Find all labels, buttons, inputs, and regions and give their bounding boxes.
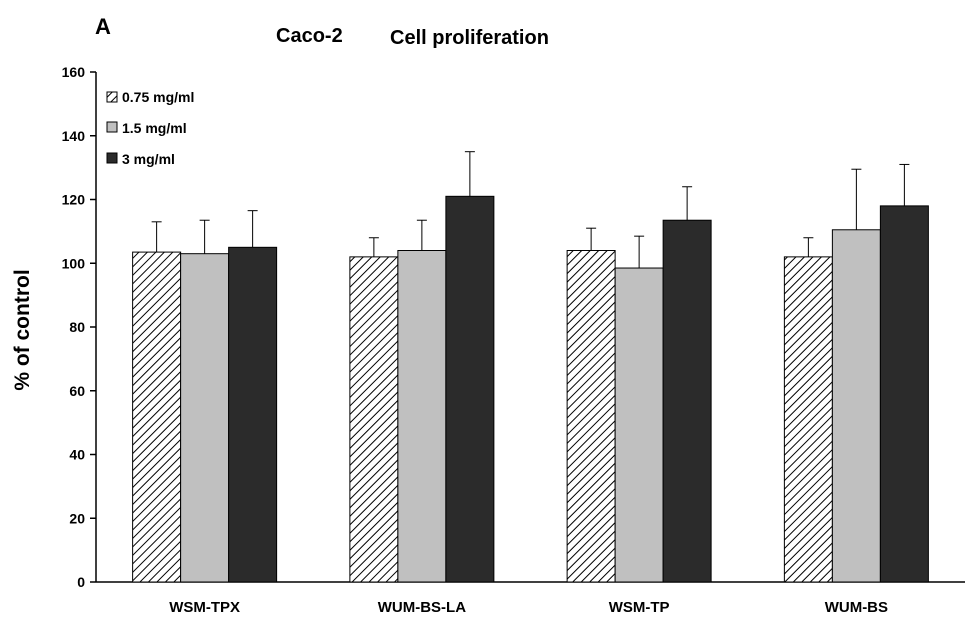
y-tick-label: 40 — [69, 447, 85, 463]
bar-wum-bs-series-1 — [831, 229, 881, 583]
y-tick-label: 0 — [77, 574, 85, 590]
y-tick-label: 120 — [62, 192, 86, 208]
y-tick-label: 60 — [69, 383, 85, 399]
legend-swatch-1 — [106, 121, 118, 133]
chart-title: Cell proliferation — [390, 27, 549, 49]
bar-wsm-tpx-series-2 — [228, 246, 278, 583]
bar-wum-bs-la-series-0 — [349, 256, 399, 583]
bar-wum-bs-la-series-2 — [445, 195, 495, 583]
legend-swatch-2 — [106, 152, 118, 164]
y-tick-label: 160 — [62, 64, 86, 80]
y-tick-label: 20 — [69, 510, 85, 526]
bar-wsm-tpx-series-0 — [132, 251, 182, 583]
x-tick-label: WSM-TP — [609, 599, 670, 616]
bar-wum-bs-series-0 — [783, 256, 833, 583]
bar-wsm-tp-series-2 — [662, 219, 712, 583]
bar-wsm-tp-series-0 — [566, 250, 616, 583]
legend-label-1: 1.5 mg/ml — [122, 120, 187, 136]
x-tick-label: WSM-TPX — [169, 599, 240, 616]
bar-wum-bs-series-2 — [879, 205, 929, 583]
error-bars — [151, 151, 910, 269]
title-cell-line: Caco-2 — [276, 25, 343, 47]
bar-wum-bs-la-series-1 — [397, 250, 447, 583]
x-tick-label: WUM-BS-LA — [378, 599, 466, 616]
x-tick-labels: WSM-TPX WUM-BS-LA WSM-TP WUM-BS — [169, 599, 888, 616]
y-tick-label: 100 — [62, 255, 86, 271]
legend-label-0: 0.75 mg/ml — [122, 89, 194, 105]
bar-wsm-tpx-series-1 — [180, 253, 230, 583]
panel-label: A — [95, 14, 111, 39]
y-tick-label: 140 — [62, 128, 86, 144]
y-ticks: 0 20 40 60 80 100 120 140 160 — [62, 64, 96, 590]
bar-wsm-tp-series-1 — [614, 267, 664, 583]
bars — [132, 195, 929, 583]
y-axis-label: % of control — [11, 269, 34, 390]
legend-swatch-0 — [106, 91, 118, 103]
y-tick-label: 80 — [69, 319, 85, 335]
legend: 0.75 mg/ml 1.5 mg/ml 3 mg/ml — [106, 89, 194, 167]
legend-label-2: 3 mg/ml — [122, 151, 175, 167]
x-tick-label: WUM-BS — [825, 599, 888, 616]
